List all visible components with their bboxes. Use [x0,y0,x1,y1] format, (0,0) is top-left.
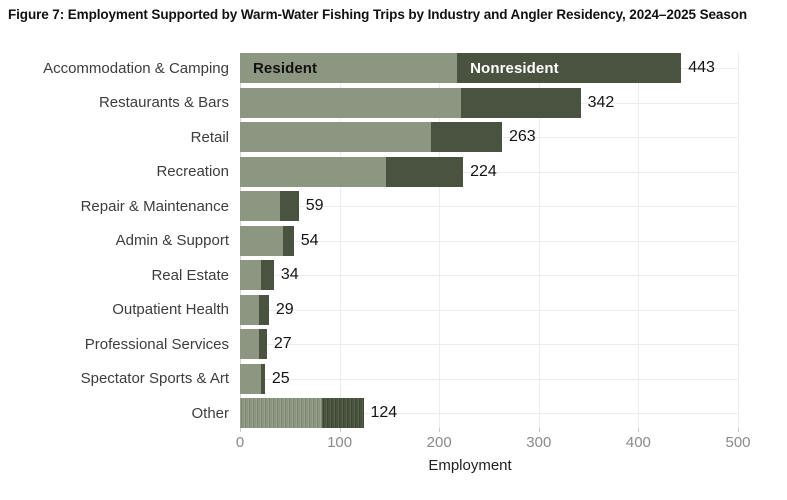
resident-segment [240,191,280,221]
bar-value-label: 34 [280,266,299,283]
gridline-horizontal [240,309,738,311]
resident-segment [240,398,322,428]
bar-value-label: 443 [688,59,715,76]
gridline-horizontal [240,344,738,345]
x-tick-label: 100 [327,434,353,451]
x-tick-label: 200 [426,434,452,451]
bar-value-label: 29 [275,300,294,318]
resident-segment [240,294,259,325]
x-tick-mark [538,428,540,432]
resident-segment [240,260,261,290]
gridline-horizontal [240,378,738,380]
bar-value-label: 124 [370,404,398,421]
x-tick-mark [638,428,640,432]
nonresident-segment [258,329,267,359]
bar-value-label: 25 [271,369,290,387]
x-axis-title: Employment [428,457,512,474]
category-label: Professional Services [84,335,229,353]
gridline-horizontal [240,413,738,414]
category-label: Recreation [156,163,229,180]
x-tick-label: 0 [235,434,245,451]
bar-value-label: 59 [305,197,324,214]
category-label: Outpatient Health [112,301,229,318]
resident-segment [240,225,283,256]
x-tick-label: 500 [725,434,751,451]
category-label: Spectator Sports & Art [80,370,229,387]
x-tick-label: 300 [526,434,552,451]
resident-segment [240,87,462,118]
nonresident-segment [321,398,364,428]
nonresident-segment [461,87,581,118]
nonresident-segment [258,294,269,325]
category-label: Restaurants & Bars [98,94,229,111]
nonresident-segment: Nonresident [457,53,682,83]
resident-segment [240,363,261,394]
x-tick-mark [738,428,739,432]
x-tick-label: 400 [625,434,651,451]
nonresident-segment [386,156,464,187]
category-label: Accommodation & Camping [43,59,229,77]
nonresident-segment [279,191,299,221]
category-label: Other [191,404,229,422]
gridline-horizontal [240,275,738,276]
resident-segment [240,156,387,187]
bar-value-label: 54 [300,231,319,249]
x-tick-mark [240,428,241,432]
gridline-vertical [738,53,739,428]
nonresident-segment [260,363,265,394]
gridline-horizontal [240,240,738,242]
nonresident-segment [260,260,274,290]
nonresident-segment [431,122,502,152]
category-label: Retail [190,128,229,146]
bar-value-label: 263 [508,128,536,145]
resident-segment: Resident [240,53,458,83]
nonresident-segment [282,225,294,256]
category-label: Real Estate [151,266,229,284]
x-tick-mark [439,428,441,432]
bar-value-label: 224 [470,162,497,180]
legend-nonresident-label: Nonresident [470,59,559,77]
bar-value-label: 27 [273,335,292,352]
figure-title: Figure 7: Employment Supported by Warm-W… [8,7,748,22]
category-label: Admin & Support [115,232,229,249]
bar-value-label: 342 [587,93,615,111]
gridline-horizontal [240,171,738,173]
category-label: Repair & Maintenance [80,197,229,215]
resident-segment [240,329,259,359]
resident-segment [240,122,432,152]
x-tick-mark [339,428,341,432]
gridline-horizontal [240,206,738,207]
legend-resident-label: Resident [253,59,318,77]
